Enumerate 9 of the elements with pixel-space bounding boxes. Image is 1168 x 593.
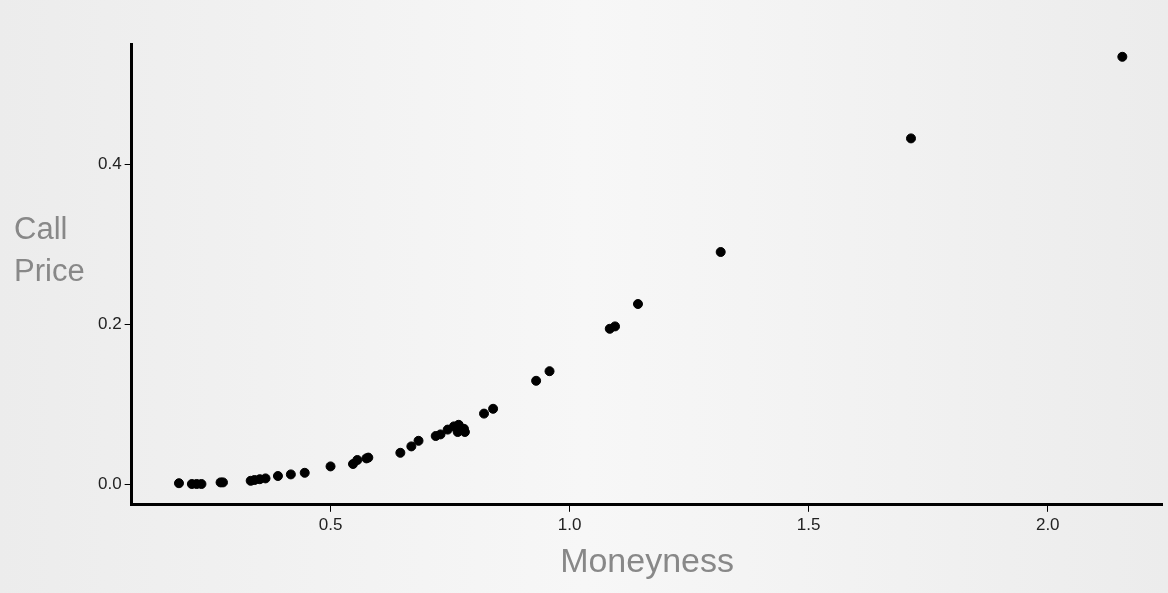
- y-tick-label: 0.2: [97, 313, 122, 333]
- y-tick-label: 0.4: [97, 153, 122, 173]
- x-tick-label: 1.0: [557, 514, 582, 534]
- y-tick-label: 0.0: [97, 473, 122, 493]
- x-tick-label: 2.0: [1035, 514, 1060, 534]
- x-tick-label: 1.5: [796, 514, 821, 534]
- x-axis-title: Moneyness: [560, 540, 734, 579]
- x-tick-label: 0.5: [318, 514, 343, 534]
- y-axis-title: Call Price: [14, 210, 86, 290]
